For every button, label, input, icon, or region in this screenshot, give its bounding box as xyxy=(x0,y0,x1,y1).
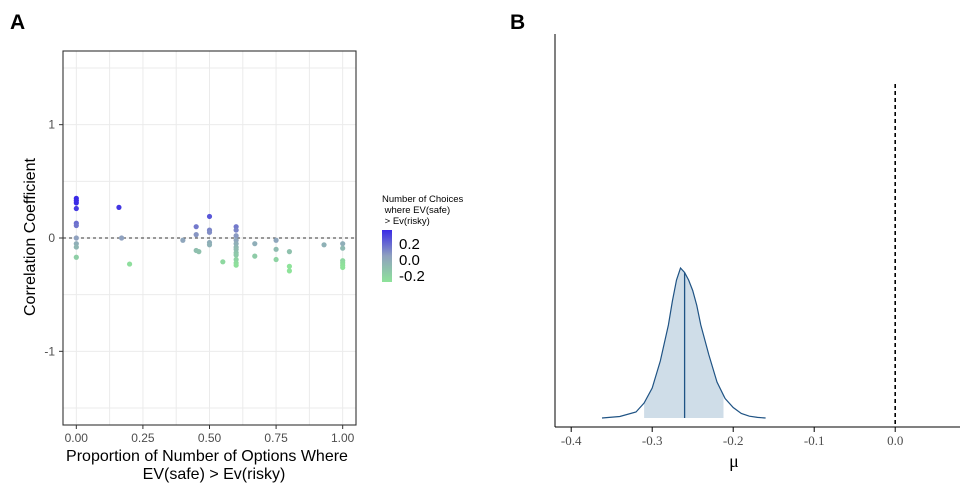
x-tick-label: 0.75 xyxy=(264,431,288,445)
scatter-point xyxy=(73,205,79,212)
scatter-point xyxy=(233,262,239,268)
scatter-points xyxy=(73,195,346,274)
x-tick-label: -0.1 xyxy=(804,433,825,448)
scatter-point xyxy=(73,244,79,250)
legend-colorbar xyxy=(382,230,392,282)
x-axis-title-line1: Proportion of Number of Options Where xyxy=(66,448,348,465)
x-axis-title-line2: EV(safe) > Ev(risky) xyxy=(143,466,286,483)
y-axis-title: Correlation Coefficient xyxy=(22,157,39,316)
color-legend: Number of Choices where EV(safe) > Ev(ri… xyxy=(382,194,464,285)
x-axis-ticks: -0.4 -0.3 -0.2 -0.1 0.0 xyxy=(561,427,903,448)
x-axis-ticks: 0.00 0.25 0.50 0.75 1.00 xyxy=(65,425,355,445)
scatter-point xyxy=(220,259,226,265)
x-tick-label: 0.00 xyxy=(65,431,89,445)
scatter-point xyxy=(180,237,186,243)
density-panel-b: -0.4 -0.3 -0.2 -0.1 0.0 μ xyxy=(554,34,960,471)
scatter-panel-a: 0.00 0.25 0.50 0.75 1.00 1 0 -1 Proportion of … xyxy=(22,50,357,483)
scatter-point xyxy=(340,245,346,251)
scatter-point xyxy=(193,232,199,238)
credible-interval-area xyxy=(644,268,724,418)
scatter-point xyxy=(340,264,346,271)
scatter-point xyxy=(340,241,346,247)
x-tick-label: -0.3 xyxy=(642,433,663,448)
scatter-point xyxy=(321,242,327,248)
x-tick-label: 0.25 xyxy=(131,431,155,445)
scatter-point xyxy=(252,253,258,259)
y-tick-label: -1 xyxy=(44,344,55,358)
scatter-point xyxy=(73,222,79,229)
scatter-point xyxy=(126,261,133,267)
scatter-point xyxy=(233,233,239,239)
scatter-point xyxy=(286,263,293,269)
scatter-point xyxy=(206,213,213,220)
legend-label-low: -0.2 xyxy=(399,268,425,285)
scatter-point xyxy=(193,224,199,230)
x-tick-label: 1.00 xyxy=(331,431,355,445)
y-tick-label: 0 xyxy=(48,231,55,245)
density-curve xyxy=(601,266,766,419)
panel-a-label: A xyxy=(10,11,25,34)
scatter-point xyxy=(233,252,239,258)
x-tick-label: 0.50 xyxy=(198,431,222,445)
scatter-point xyxy=(206,242,213,248)
legend-label-high: 0.2 xyxy=(399,236,420,253)
scatter-point xyxy=(273,256,279,263)
legend-title-line1: Number of Choices xyxy=(382,194,464,205)
scatter-point xyxy=(286,249,293,255)
scatter-point xyxy=(196,249,202,255)
legend-label-mid: 0.0 xyxy=(399,252,420,269)
x-tick-label: 0.0 xyxy=(887,433,903,448)
scatter-point xyxy=(116,204,122,210)
scatter-point xyxy=(273,246,279,252)
scatter-point xyxy=(206,229,213,235)
scatter-point xyxy=(73,200,79,206)
legend-title-line3: > Ev(risky) xyxy=(382,216,430,227)
y-axis-ticks: 1 0 -1 xyxy=(44,118,63,358)
scatter-point xyxy=(119,235,125,241)
scatter-point xyxy=(252,241,258,247)
scatter-point xyxy=(273,237,279,243)
scatter-point xyxy=(233,227,239,233)
x-tick-label: -0.2 xyxy=(723,433,744,448)
x-tick-label: -0.4 xyxy=(561,433,582,448)
scatter-point xyxy=(73,254,79,260)
scatter-point xyxy=(286,268,293,274)
y-tick-label: 1 xyxy=(48,118,55,132)
scatter-point xyxy=(73,235,79,241)
panel-b-label: B xyxy=(510,11,525,34)
legend-title-line2: where EV(safe) xyxy=(382,205,450,216)
x-axis-title: μ xyxy=(729,451,739,471)
